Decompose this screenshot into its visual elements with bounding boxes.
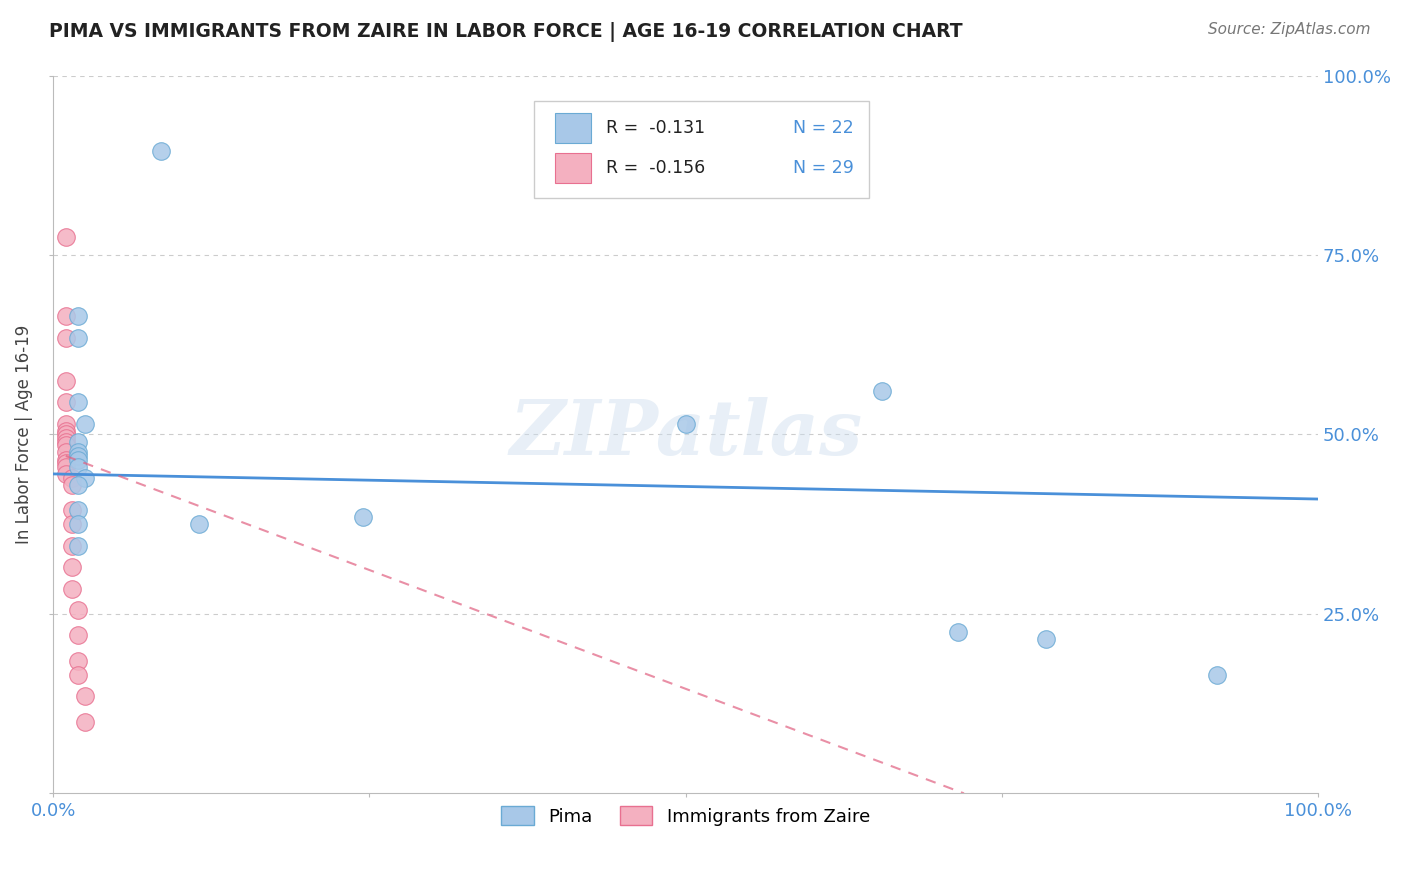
Point (67, 309, 90, 323)
Point (55, 438, 77, 452)
Point (60, 582, 83, 596)
Point (55, 395, 77, 409)
Point (67, 503, 90, 517)
Text: N = 29: N = 29 (793, 159, 853, 178)
Point (73, 690, 96, 704)
Point (67, 445, 90, 459)
Point (55, 309, 77, 323)
Point (67, 654, 90, 668)
Point (55, 456, 77, 470)
Point (55, 431, 77, 445)
Point (55, 330, 77, 344)
Point (67, 459, 90, 474)
Point (67, 517, 90, 532)
Point (55, 467, 77, 481)
Text: Source: ZipAtlas.com: Source: ZipAtlas.com (1208, 22, 1371, 37)
Text: R =  -0.131: R = -0.131 (606, 119, 704, 136)
Point (55, 424, 77, 438)
Point (67, 477, 90, 491)
Point (60, 560, 83, 574)
Point (67, 434, 90, 449)
Point (149, 144, 172, 158)
Text: R =  -0.156: R = -0.156 (606, 159, 706, 178)
Point (870, 384, 893, 399)
Point (187, 517, 209, 532)
Text: PIMA VS IMMIGRANTS FROM ZAIRE IN LABOR FORCE | AGE 16-19 CORRELATION CHART: PIMA VS IMMIGRANTS FROM ZAIRE IN LABOR F… (49, 22, 963, 42)
Point (60, 503, 83, 517)
Point (675, 417, 697, 431)
Point (55, 427, 77, 442)
Legend: Pima, Immigrants from Zaire: Pima, Immigrants from Zaire (492, 797, 879, 835)
Point (352, 510, 374, 524)
Point (55, 434, 77, 449)
Point (67, 668, 90, 682)
FancyBboxPatch shape (555, 153, 591, 183)
Point (67, 449, 90, 463)
Point (67, 628, 90, 642)
Point (73, 417, 96, 431)
Point (60, 517, 83, 532)
Text: ZIPatlas: ZIPatlas (509, 398, 862, 472)
Point (55, 459, 77, 474)
Point (67, 395, 90, 409)
Point (946, 624, 969, 639)
FancyBboxPatch shape (534, 101, 869, 197)
Point (55, 445, 77, 459)
Text: N = 22: N = 22 (793, 119, 853, 136)
Point (55, 230, 77, 244)
Point (55, 374, 77, 388)
Point (60, 477, 83, 491)
Point (67, 452, 90, 467)
Point (67, 539, 90, 553)
Y-axis label: In Labor Force | Age 16-19: In Labor Force | Age 16-19 (15, 325, 32, 544)
Point (67, 330, 90, 344)
Point (1206, 668, 1229, 682)
Point (55, 417, 77, 431)
Point (60, 470, 83, 484)
Point (60, 539, 83, 553)
Point (73, 470, 96, 484)
FancyBboxPatch shape (555, 112, 591, 143)
Point (67, 603, 90, 617)
Point (73, 714, 96, 729)
Point (55, 452, 77, 467)
Point (1035, 632, 1057, 646)
